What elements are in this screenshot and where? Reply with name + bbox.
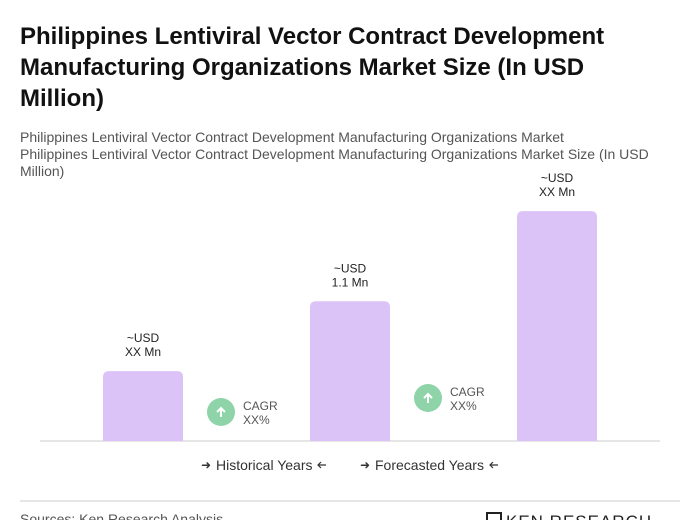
value-label: ~USD [541,171,574,185]
cagr-label: CAGR [243,399,278,413]
cagr-label: XX% [243,413,270,427]
logo: KEN RESEARCH [506,512,652,520]
logo-mark [486,512,502,520]
chart-title: Million) [20,85,104,112]
cagr-label: XX% [450,399,477,413]
legend-label: Historical Years [216,457,313,473]
legend-arrow: ➜ [201,458,211,472]
bar [103,371,183,441]
cagr-label: CAGR [450,385,485,399]
legend-arrow: ➜ [360,458,370,472]
value-label: ~USD [127,331,160,345]
cagr-arrow [216,406,226,417]
subtitle: Million) [20,163,64,179]
value-label: XX Mn [539,185,575,199]
bar [310,301,390,441]
cagr-arrow [423,392,433,403]
chart-title: Philippines Lentiviral Vector Contract D… [20,23,604,50]
legend-arrow [317,461,326,469]
subtitle: Philippines Lentiviral Vector Contract D… [20,146,649,162]
subtitle: Philippines Lentiviral Vector Contract D… [20,129,564,145]
bar [517,211,597,441]
legend-label: Forecasted Years [375,457,484,473]
legend-arrow [489,461,498,469]
source: Sources: Ken Research Analysis [20,511,223,520]
value-label: 1.1 Mn [332,275,369,289]
value-label: XX Mn [125,345,161,359]
value-label: ~USD [334,261,367,275]
chart-title: Manufacturing Organizations Market Size … [20,54,584,81]
